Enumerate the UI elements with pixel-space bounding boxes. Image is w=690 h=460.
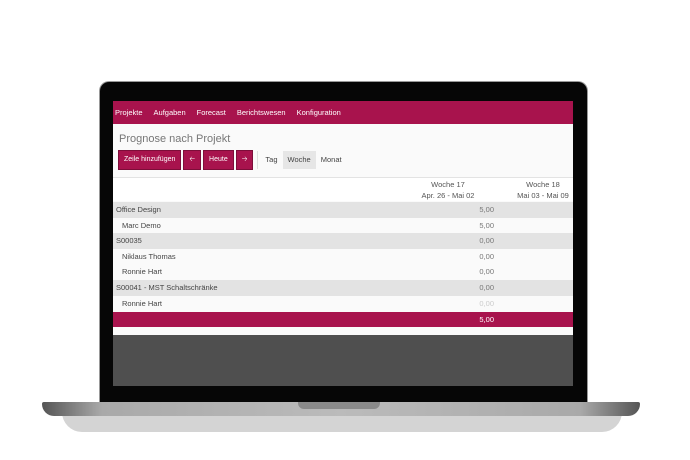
tab-woche[interactable]: Woche [282, 151, 316, 169]
top-nav: Projekte Aufgaben Forecast Berichtswesen… [113, 101, 573, 124]
nav-berichtswesen[interactable]: Berichtswesen [236, 108, 286, 117]
arrow-right-icon[interactable]: 🡢 [235, 150, 254, 170]
row-value: 5,00 [479, 220, 494, 230]
nav-aufgaben[interactable]: Aufgaben [153, 108, 186, 117]
project-row[interactable]: S00041 - MST Schaltschränke 0,00 [113, 280, 573, 296]
divider [257, 151, 259, 169]
week-label: Woche 17 [431, 180, 465, 189]
row-value: 0,00 [479, 251, 494, 261]
table-header: Woche 17 Apr. 26 - Mai 02 Woche 18 Mai 0… [113, 177, 573, 201]
nav-konfiguration[interactable]: Konfiguration [296, 108, 341, 117]
row-value[interactable]: 0,00 [479, 298, 494, 308]
row-label: Niklaus Thomas [122, 251, 176, 261]
row-value: 0,00 [479, 283, 494, 292]
tab-monat[interactable]: Monat [320, 155, 342, 164]
week-label: Woche 18 [526, 180, 560, 189]
arrow-left-icon[interactable]: 🡠 [183, 150, 202, 170]
row-value: 0,00 [479, 267, 494, 277]
laptop-base [42, 402, 640, 416]
row-label: Ronnie Hart [122, 298, 163, 308]
row-label: Ronnie Hart [122, 267, 163, 277]
project-row[interactable]: Office Design 5,00 [113, 202, 573, 218]
nav-projekte[interactable]: Projekte [115, 108, 143, 117]
toolbar: Zeile hinzufügen 🡠 Heute 🡢 Tag Woche Mon… [118, 150, 347, 170]
column-week-18: Woche 18 Mai 03 - Mai 09 [503, 179, 573, 201]
total-value: 5,00 [479, 315, 494, 324]
row-label: Marc Demo [122, 220, 161, 230]
row-value: 5,00 [479, 205, 494, 214]
empty-area [113, 335, 573, 386]
row-value: 0,00 [479, 236, 494, 246]
project-row[interactable]: S00035 0,00 [113, 233, 573, 249]
employee-row[interactable]: Ronnie Hart 0,00 [113, 264, 573, 280]
week-range: Mai 03 - Mai 09 [517, 191, 569, 200]
today-button[interactable]: Heute [203, 150, 234, 170]
app-screen: Projekte Aufgaben Forecast Berichtswesen… [113, 101, 573, 386]
row-label: S00035 [116, 236, 142, 246]
column-week-17: Woche 17 Apr. 26 - Mai 02 [403, 179, 493, 201]
nav-forecast[interactable]: Forecast [196, 108, 226, 117]
employee-row[interactable]: Niklaus Thomas 0,00 [113, 249, 573, 265]
add-row-button[interactable]: Zeile hinzufügen [118, 150, 182, 170]
total-row: 5,00 [113, 312, 573, 327]
row-label: Office Design [116, 205, 161, 214]
week-range: Apr. 26 - Mai 02 [421, 191, 475, 200]
employee-row[interactable]: Ronnie Hart 0,00 [113, 296, 573, 312]
laptop-notch [298, 402, 380, 409]
row-label: S00041 - MST Schaltschränke [116, 283, 218, 292]
tab-tag[interactable]: Tag [265, 155, 278, 164]
page-title: Prognose nach Projekt [119, 133, 231, 145]
employee-row[interactable]: Marc Demo 5,00 [113, 218, 573, 234]
